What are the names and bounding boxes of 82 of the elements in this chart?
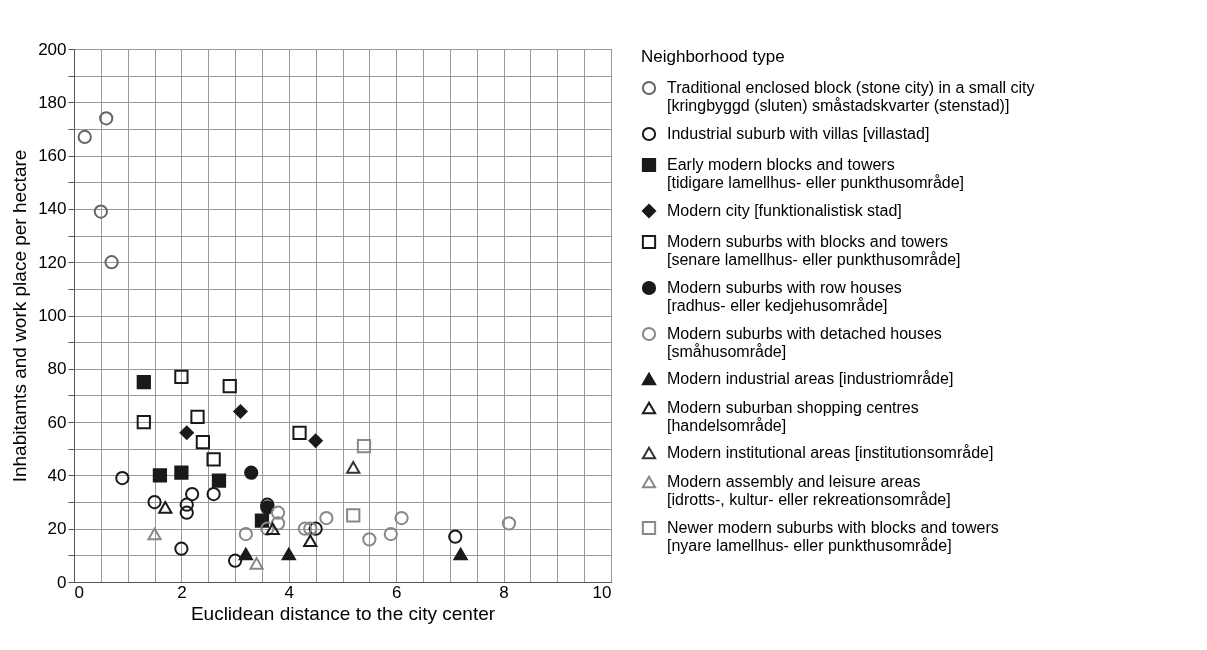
legend-label: Newer modern suburbs with blocks and towers [nyare lamellhus- eller punkthusområde] [667, 519, 999, 554]
y-tick-label: 120 [38, 252, 67, 272]
point [147, 527, 162, 541]
point [270, 516, 286, 531]
point [179, 497, 194, 512]
point [383, 526, 398, 542]
point [260, 521, 275, 536]
point [319, 510, 334, 526]
point [297, 521, 313, 536]
legend-title: Neighborhood type [641, 47, 785, 66]
point [136, 375, 151, 390]
y-tick-label: 200 [38, 39, 67, 59]
legend-label: Modern suburbs with detached houses [småhusområde] [667, 325, 942, 360]
point [206, 486, 221, 502]
point [394, 510, 409, 526]
point [206, 452, 221, 467]
point [115, 470, 130, 486]
y-tick-label: 20 [47, 519, 67, 539]
point [346, 508, 361, 523]
point [174, 541, 189, 556]
point [152, 468, 168, 483]
legend-label: Modern city [funktionalistisk stad] [667, 202, 902, 219]
point [308, 521, 323, 536]
point [281, 547, 296, 561]
point [147, 494, 162, 510]
point [179, 505, 194, 520]
y-tick-label: 60 [47, 412, 67, 432]
legend-label: Industrial suburb with villas [villastad] [667, 125, 930, 142]
y-tick-label: 160 [38, 146, 67, 166]
y-tick-label: 140 [38, 199, 67, 219]
point [356, 438, 372, 454]
point [292, 425, 307, 440]
point [174, 465, 189, 480]
legend-label: Modern institutional areas [institutionsområde] [667, 444, 994, 461]
point [179, 425, 194, 440]
point [303, 521, 318, 536]
point [453, 547, 468, 561]
y-tick-label: 40 [47, 465, 67, 485]
point [249, 557, 264, 570]
y-tick-label: 80 [47, 359, 67, 379]
point [346, 461, 361, 474]
point [195, 434, 210, 450]
legend-label: Modern suburbs with blocks and towers [senare lamellhus- eller punkthusområde] [667, 233, 961, 268]
point [238, 547, 253, 561]
y-tick-label: 100 [38, 306, 67, 325]
point [174, 369, 189, 384]
point [211, 473, 227, 488]
legend-label: Modern assembly and leisure areas [idrotts-, kultur- eller rekreationsområde] [667, 473, 951, 508]
x-tick-label: 0 [74, 582, 84, 602]
point [362, 532, 377, 547]
legend-label: Modern suburbs with row houses [radhus- eller kedjehusområde] [667, 279, 902, 314]
legend-label: Modern suburban shopping centres [handelsområde] [667, 399, 919, 434]
x-tick-label: 4 [284, 582, 295, 602]
point [270, 505, 286, 520]
point [93, 204, 108, 219]
point [303, 534, 318, 547]
x-tick-label: 8 [499, 582, 509, 602]
point [233, 404, 248, 419]
point [238, 526, 253, 542]
y-axis-title: Inhabitamts and work place per hectare [9, 149, 31, 483]
y-tick-label: 180 [38, 92, 67, 112]
point [244, 465, 259, 480]
legend-label: Traditional enclosed block (stone city) in a small city [kringbyggd (sluten) småstadskvarter (stenstad)] [667, 79, 1035, 114]
point [501, 516, 517, 531]
point [104, 255, 119, 270]
x-tick-label: 10 [592, 582, 612, 602]
point [448, 529, 463, 544]
point [227, 553, 243, 568]
x-tick-label: 6 [391, 582, 402, 602]
point [136, 414, 151, 430]
point [99, 111, 114, 126]
point [222, 379, 237, 394]
legend-label: Modern industrial areas [industriområde] [667, 370, 954, 387]
x-tick-label: 2 [177, 582, 187, 602]
point [265, 522, 280, 535]
point [190, 409, 205, 424]
point [158, 501, 173, 514]
x-axis-title: Euclidean distance to the city center [190, 602, 496, 624]
point [185, 486, 200, 502]
legend-label: Early modern blocks and towers [tidigare lamellhus- eller punkthusområde] [667, 156, 965, 191]
point [308, 433, 323, 448]
point [77, 129, 92, 145]
